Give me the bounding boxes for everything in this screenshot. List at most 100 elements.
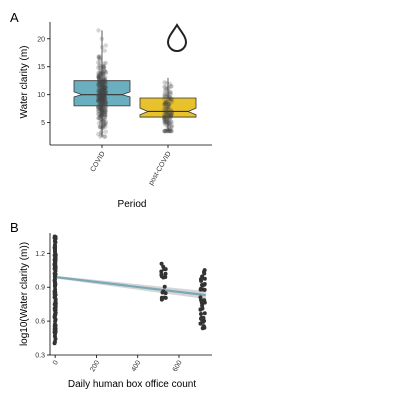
data-point <box>103 84 108 90</box>
data-point <box>100 99 106 104</box>
data-point <box>100 71 105 76</box>
data-point <box>161 115 167 121</box>
data-point <box>98 71 103 76</box>
data-point <box>101 64 106 69</box>
data-point <box>163 295 168 300</box>
data-point <box>166 88 171 94</box>
data-point <box>168 115 173 121</box>
data-point <box>97 124 103 130</box>
data-point <box>102 48 107 53</box>
data-point <box>98 93 103 98</box>
data-point <box>53 255 58 260</box>
data-point <box>102 108 107 113</box>
data-point <box>101 117 106 123</box>
data-point <box>101 96 107 102</box>
data-point <box>162 109 168 114</box>
data-point <box>169 109 174 114</box>
data-point <box>101 87 107 92</box>
data-point <box>96 131 101 137</box>
data-point <box>100 106 105 111</box>
data-point <box>103 85 108 91</box>
data-point <box>100 83 105 89</box>
data-point <box>97 63 102 68</box>
data-point <box>169 96 174 101</box>
data-point <box>164 109 169 115</box>
box-post-COVID <box>139 97 197 118</box>
data-point <box>164 119 169 124</box>
data-point <box>98 102 104 108</box>
data-point <box>96 83 102 88</box>
data-point <box>99 93 104 99</box>
data-point <box>97 99 103 105</box>
data-point <box>103 104 108 110</box>
data-point <box>95 98 101 103</box>
data-point <box>98 85 103 90</box>
data-point <box>166 116 172 122</box>
data-point <box>162 96 167 102</box>
data-point <box>53 252 58 257</box>
data-point <box>101 90 106 95</box>
data-point <box>98 106 103 111</box>
data-point <box>96 55 102 61</box>
data-point <box>168 113 173 119</box>
data-point <box>103 80 108 86</box>
data-point <box>101 96 106 101</box>
data-point <box>99 106 104 111</box>
data-point <box>96 74 101 79</box>
data-point <box>102 111 107 117</box>
data-point <box>99 117 105 123</box>
data-point <box>101 64 106 69</box>
data-point <box>169 110 174 115</box>
panel-b-xtick-label: 600 <box>172 359 184 373</box>
data-point <box>102 95 108 101</box>
panel-a-ytick-label: 20 <box>37 36 45 43</box>
data-point <box>101 96 106 101</box>
data-point <box>102 80 108 85</box>
data-point <box>159 269 164 274</box>
data-point <box>100 98 106 103</box>
data-point <box>53 329 58 334</box>
data-point <box>162 267 167 272</box>
data-point <box>200 274 205 279</box>
data-point <box>96 79 102 84</box>
data-point <box>101 99 106 104</box>
data-point <box>102 134 107 139</box>
data-point <box>164 123 169 128</box>
data-point <box>99 113 104 118</box>
data-point <box>96 108 101 114</box>
data-point <box>100 87 105 93</box>
data-point <box>169 122 174 128</box>
data-point <box>100 93 105 98</box>
data-point <box>99 133 104 138</box>
data-point <box>98 97 104 102</box>
data-point <box>167 113 172 119</box>
data-point <box>103 112 108 118</box>
data-point <box>99 99 104 104</box>
data-point <box>166 102 172 107</box>
data-point <box>96 54 102 59</box>
data-point <box>162 117 167 122</box>
data-point <box>161 102 167 107</box>
data-point <box>52 314 57 319</box>
data-point <box>101 123 106 129</box>
data-point <box>102 93 107 98</box>
data-point <box>100 96 105 102</box>
data-point <box>162 113 167 118</box>
data-point <box>103 105 108 110</box>
data-point <box>98 97 103 102</box>
data-point <box>102 114 107 119</box>
data-point <box>95 98 101 103</box>
panel-a-xtick-label: post-COVID <box>148 151 173 187</box>
data-point <box>162 119 168 125</box>
data-point <box>103 100 108 106</box>
data-point <box>98 80 103 85</box>
data-point <box>98 92 103 97</box>
data-point <box>99 78 104 83</box>
data-point <box>163 115 168 121</box>
data-point <box>202 287 207 292</box>
data-point <box>100 90 106 96</box>
data-point <box>102 79 107 84</box>
data-point <box>99 129 104 134</box>
data-point <box>98 79 103 84</box>
data-point <box>163 119 168 124</box>
